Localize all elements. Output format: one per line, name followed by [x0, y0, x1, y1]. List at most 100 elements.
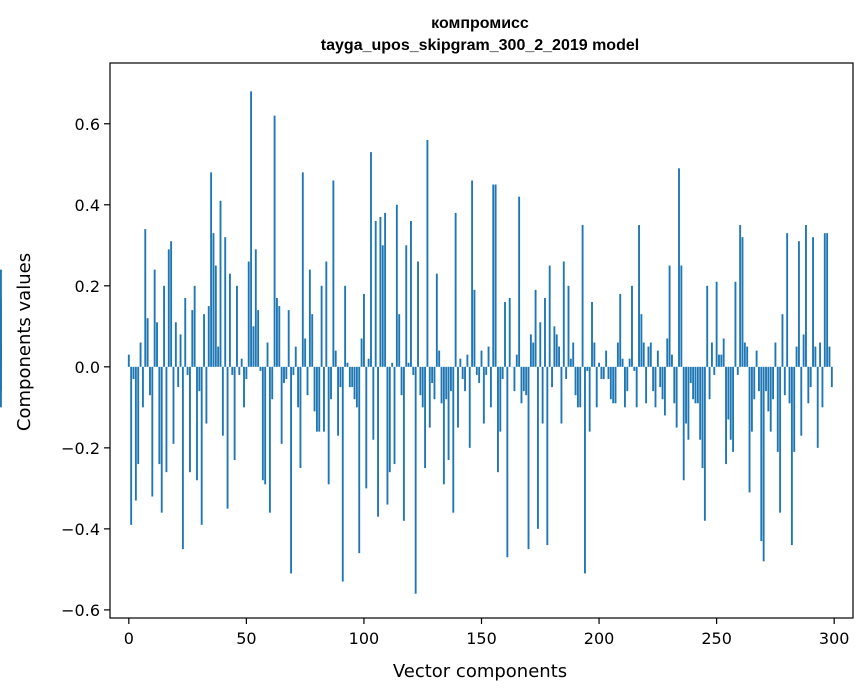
- bar: [273, 115, 276, 367]
- bar: [367, 358, 370, 367]
- bar: [522, 366, 525, 392]
- bar: [238, 366, 241, 375]
- bar: [821, 366, 824, 408]
- bar: [297, 366, 300, 408]
- bar: [776, 366, 779, 452]
- bar: [172, 366, 175, 444]
- bar: [280, 366, 283, 444]
- bar: [259, 366, 262, 371]
- bar: [567, 285, 570, 367]
- bar: [807, 366, 810, 404]
- bar: [351, 366, 354, 388]
- bar-series: [0, 91, 833, 594]
- bar: [774, 342, 777, 367]
- bar: [139, 342, 142, 367]
- bar: [602, 366, 605, 379]
- bar: [370, 152, 372, 367]
- bar: [478, 366, 481, 384]
- bar: [783, 366, 786, 396]
- bar: [701, 366, 704, 469]
- bar: [758, 366, 760, 392]
- bar: [741, 237, 744, 367]
- bar: [459, 358, 462, 367]
- bar: [497, 366, 499, 473]
- bar: [631, 285, 633, 367]
- bar: [360, 338, 363, 367]
- bar: [755, 350, 758, 367]
- bar: [163, 285, 166, 367]
- y-tick-label: 0.4: [75, 196, 100, 215]
- bar: [748, 366, 751, 493]
- bar: [127, 354, 130, 367]
- bar: [767, 366, 770, 412]
- bar: [504, 302, 506, 367]
- bar: [292, 366, 295, 375]
- bar: [828, 346, 831, 367]
- bar: [713, 366, 716, 375]
- x-tick-label: 0: [124, 629, 134, 648]
- bar: [628, 358, 631, 367]
- bar: [398, 314, 401, 367]
- bar: [635, 366, 638, 408]
- bar: [428, 366, 431, 428]
- x-axis-label: Vector components: [393, 661, 567, 682]
- bar: [402, 366, 405, 521]
- bar: [330, 366, 332, 400]
- bar: [642, 342, 645, 367]
- bar: [619, 293, 622, 367]
- bar: [207, 306, 210, 367]
- bar: [193, 285, 196, 367]
- bar: [699, 366, 702, 440]
- bar: [513, 366, 516, 392]
- bar: [816, 366, 819, 448]
- bar: [271, 366, 274, 400]
- bar: [287, 310, 290, 367]
- bar: [720, 354, 723, 367]
- bar: [579, 366, 582, 408]
- plot-frame: [109, 62, 854, 619]
- bar: [365, 366, 368, 489]
- bar: [212, 233, 215, 367]
- bar: [710, 342, 713, 367]
- bar: [141, 366, 144, 408]
- y-tick-label: −0.4: [61, 520, 100, 539]
- bar: [772, 366, 774, 400]
- bar: [219, 200, 222, 367]
- bar: [160, 366, 163, 513]
- bar: [414, 366, 417, 594]
- bar: [548, 265, 551, 367]
- bar: [612, 366, 615, 404]
- bar: [313, 366, 316, 412]
- bar: [391, 362, 394, 367]
- bar: [480, 350, 483, 367]
- bar: [318, 366, 321, 432]
- bar: [574, 366, 577, 396]
- bar: [546, 366, 549, 546]
- bar: [353, 366, 356, 400]
- bar: [781, 314, 784, 367]
- bar: [779, 366, 782, 513]
- bar: [240, 358, 243, 367]
- bar: [638, 225, 640, 367]
- chart-title-line-1: компромисс: [431, 15, 529, 32]
- y-axis-ticks: −0.6 −0.4 −0.2 0.0 0.2 0.4 0.6: [61, 115, 110, 620]
- bar: [153, 269, 156, 367]
- bar: [224, 237, 227, 367]
- chart-title-line-2: tayga_upos_skipgram_300_2_2019 model: [321, 37, 639, 54]
- y-tick-label: −0.2: [61, 439, 100, 458]
- bar: [210, 172, 213, 367]
- bar: [174, 322, 177, 367]
- bar: [703, 366, 706, 521]
- bar: [600, 366, 603, 379]
- bar: [595, 366, 598, 408]
- bar: [708, 366, 711, 400]
- bar: [812, 237, 814, 367]
- bar: [217, 346, 220, 367]
- bar: [231, 366, 234, 375]
- bar: [433, 366, 436, 400]
- bar: [576, 366, 579, 408]
- bar: [400, 366, 403, 396]
- bar: [760, 366, 763, 542]
- x-tick-label: 150: [466, 629, 497, 648]
- bar: [607, 366, 610, 379]
